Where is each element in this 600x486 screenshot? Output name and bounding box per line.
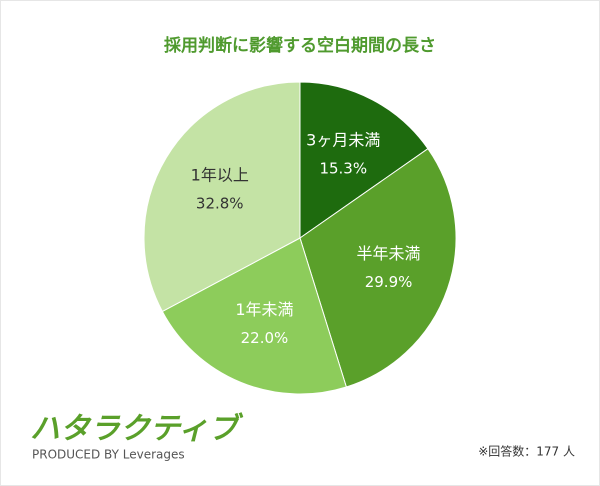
logo-produced-by: PRODUCED BY Leverages bbox=[32, 448, 185, 462]
chart-title: 採用判断に影響する空白期間の長さ bbox=[164, 35, 436, 56]
logo-name: ハタラクティブ bbox=[30, 412, 244, 447]
note: ※回答数：177 人 bbox=[478, 444, 575, 459]
pie-slice bbox=[299, 81, 429, 239]
slice-value-label: 32.8% bbox=[196, 194, 244, 212]
slice-label: 1年未満 bbox=[235, 300, 293, 319]
slice-label: 半年未満 bbox=[357, 244, 421, 263]
pie: 3ヶ月未満 15.3% 半年未満 29.9% 1年未満 22.0% 1年以上 32.8% bbox=[143, 81, 457, 395]
pie-slice bbox=[299, 148, 457, 388]
slice-value-label: 15.3% bbox=[319, 160, 367, 178]
slice-label: 1年以上 bbox=[191, 165, 249, 184]
slice-value-label: 29.9% bbox=[365, 273, 413, 291]
slice-value-label: 22.0% bbox=[241, 329, 289, 347]
pie-slice bbox=[161, 237, 347, 395]
slice-label: 3ヶ月未満 bbox=[306, 131, 380, 150]
pie-slice bbox=[143, 81, 301, 313]
